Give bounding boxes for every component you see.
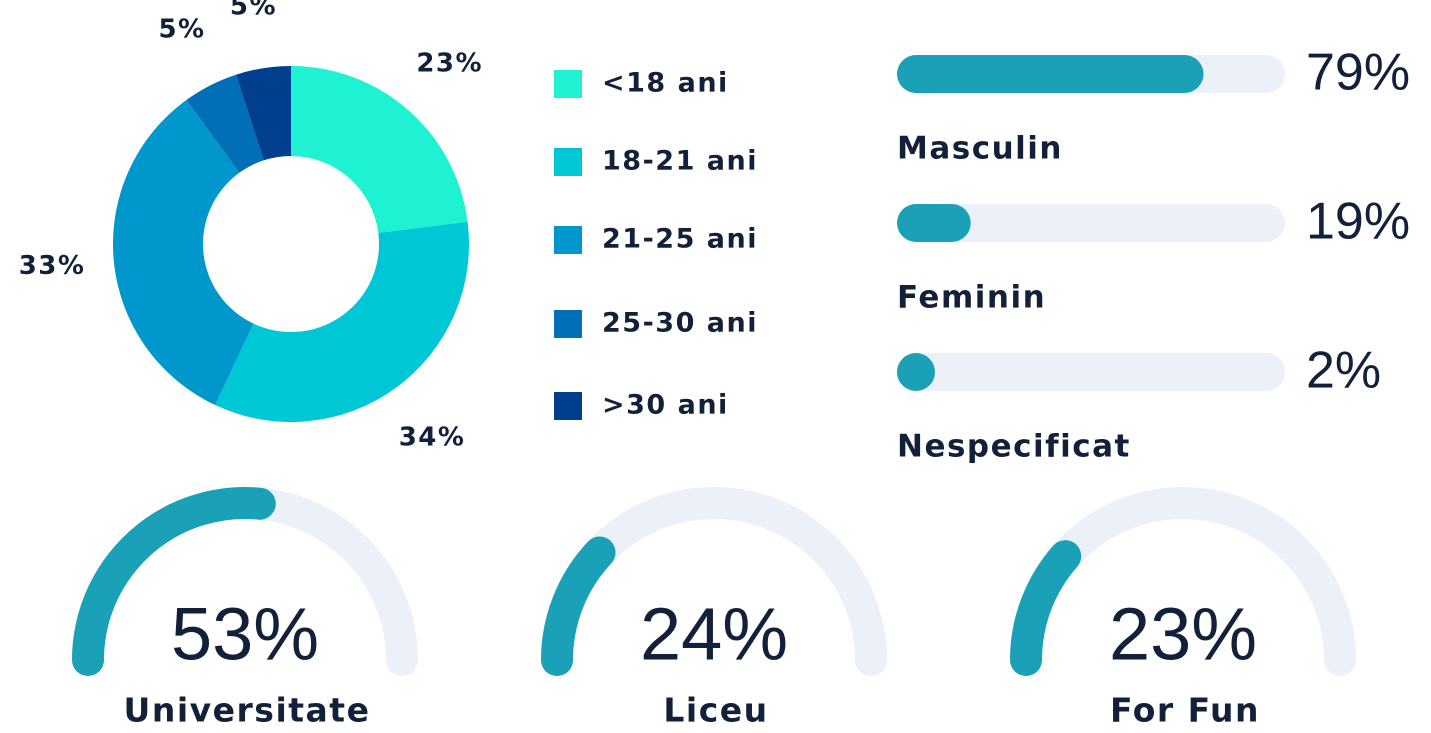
bar: [897, 204, 971, 242]
donut-slice: [112, 99, 254, 406]
gauge-category: For Fun: [1110, 691, 1260, 730]
bar: [897, 353, 935, 391]
gauge-fill: [72, 487, 276, 676]
donut-slice: [291, 66, 468, 233]
legend-label: >30 ani: [602, 390, 729, 421]
bar-track: [897, 353, 1285, 391]
gauge-value: 53%: [171, 593, 319, 676]
gauge-fill: [1010, 540, 1082, 676]
bar-category: Nespecificat: [897, 429, 1131, 465]
slice-label: 34%: [399, 423, 466, 453]
gauge-value: 23%: [1109, 593, 1257, 676]
slice-label: 5%: [158, 15, 205, 45]
gauge-category: Universitate: [124, 691, 371, 730]
legend-swatch: [554, 148, 582, 176]
bar-value: 2%: [1306, 342, 1381, 400]
gauge-category: Liceu: [663, 691, 768, 730]
bar-track: [897, 204, 1285, 242]
gauge-fill: [541, 536, 616, 676]
donut-slice: [215, 221, 469, 423]
bar-category: Masculin: [897, 131, 1063, 167]
donut-slice: [235, 66, 291, 161]
gauge-value: 24%: [640, 593, 788, 676]
slice-label: 23%: [416, 48, 483, 78]
legend-label: <18 ani: [602, 68, 729, 99]
legend-swatch: [554, 392, 582, 420]
slice-label: 5%: [230, 0, 277, 21]
donut-slice: [186, 74, 264, 173]
legend-swatch: [554, 310, 582, 338]
bar: [897, 55, 1204, 93]
legend-label: 25-30 ani: [602, 308, 758, 339]
bar-category: Feminin: [897, 280, 1046, 316]
legend-label: 21-25 ani: [602, 224, 758, 255]
bar-value: 19%: [1306, 193, 1410, 251]
legend-swatch: [554, 226, 582, 254]
legend-label: 18-21 ani: [602, 146, 758, 177]
slice-label: 33%: [19, 251, 86, 281]
legend-swatch: [554, 70, 582, 98]
bar-value: 79%: [1306, 44, 1410, 102]
